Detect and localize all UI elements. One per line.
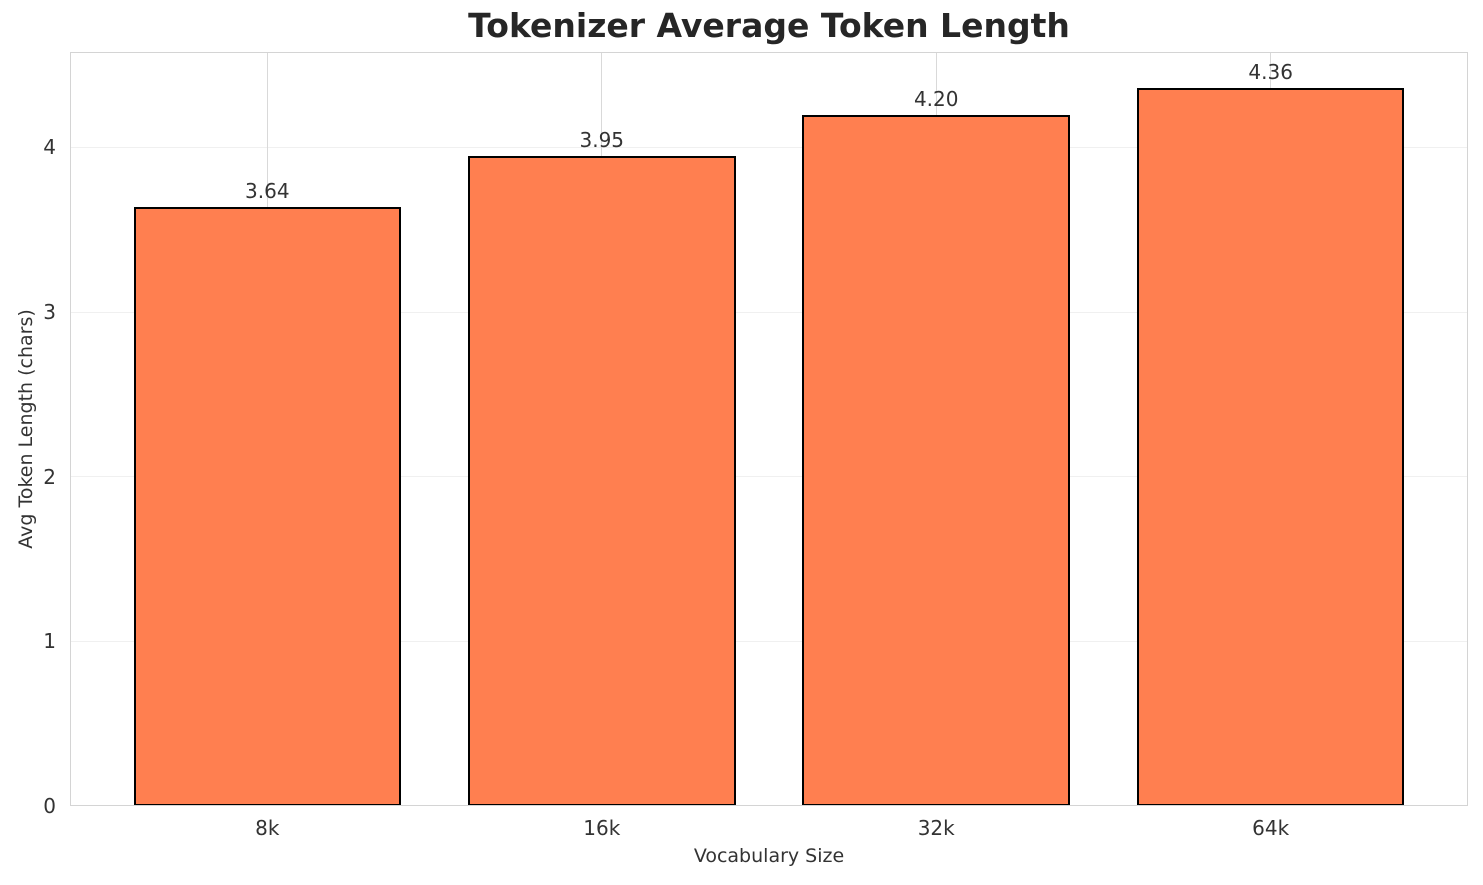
y-tick-label: 2 xyxy=(43,464,56,489)
gridline-y-4 xyxy=(70,147,1468,148)
bar-32k xyxy=(802,114,1070,806)
plot-area: 3.64 3.95 4.20 4.36 xyxy=(70,52,1468,806)
bar-value-label: 4.20 xyxy=(913,86,959,111)
bar-16k xyxy=(467,155,736,806)
bar-value-label: 3.64 xyxy=(245,178,290,203)
gridline-y-2 xyxy=(70,476,1468,478)
chart-title: Tokenizer Average Token Length xyxy=(468,6,1070,45)
y-tick-label: 4 xyxy=(43,135,56,160)
bar-64k xyxy=(1136,88,1405,806)
x-tick-label: 16k xyxy=(583,816,621,840)
gridline-y-3 xyxy=(70,311,1468,313)
bar-value-label: 3.95 xyxy=(579,127,625,152)
bar-value-label: 4.36 xyxy=(1248,60,1293,85)
y-axis-label: Avg Token Length (chars) xyxy=(15,309,37,549)
gridline-y-1 xyxy=(70,640,1468,642)
x-tick-label: 64k xyxy=(1252,816,1290,840)
y-tick-label: 3 xyxy=(43,300,56,325)
x-axis-label: Vocabulary Size xyxy=(693,845,845,867)
bar-8k xyxy=(133,206,402,806)
x-tick-label: 8k xyxy=(255,816,280,840)
y-tick-label: 0 xyxy=(43,794,56,818)
x-tick-label: 32k xyxy=(917,816,955,840)
y-tick-label: 1 xyxy=(43,629,56,654)
